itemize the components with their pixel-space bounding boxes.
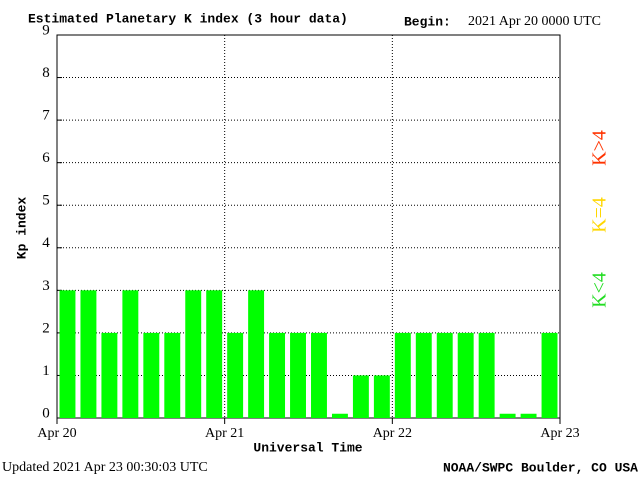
- bar: [457, 332, 474, 418]
- updated-text: Updated 2021 Apr 23 00:30:03 UTC: [2, 460, 208, 475]
- y-tick-label: 6: [42, 150, 50, 166]
- legend-entry: K=4: [589, 197, 611, 233]
- bar: [206, 290, 223, 418]
- begin-value: 2021 Apr 20 0000 UTC: [468, 14, 601, 29]
- credit-text: NOAA/SWPC Boulder, CO USA: [443, 460, 638, 475]
- bar: [248, 290, 265, 418]
- y-tick-label: 1: [42, 363, 50, 379]
- begin-label: Begin:: [404, 14, 451, 29]
- plot-frame: [56, 34, 561, 419]
- bar: [352, 375, 369, 418]
- bar: [143, 332, 160, 418]
- bar: [541, 332, 558, 418]
- x-tick-label: Apr 23: [540, 426, 579, 441]
- bar: [331, 413, 348, 418]
- bar: [436, 332, 453, 418]
- legend-entry: K<4: [589, 272, 611, 308]
- bar: [164, 332, 181, 418]
- bar: [80, 290, 97, 418]
- bar: [290, 332, 306, 418]
- bar: [520, 413, 537, 418]
- x-tick-label: Apr 20: [37, 426, 76, 441]
- bar: [122, 290, 139, 418]
- legend-entry: K>4: [589, 130, 611, 166]
- bar: [311, 332, 327, 418]
- bar: [269, 332, 286, 418]
- y-tick-label: 2: [42, 320, 50, 336]
- y-tick-label: 4: [42, 235, 50, 251]
- bar: [415, 332, 432, 418]
- chart-title: Estimated Planetary K index (3 hour data…: [28, 11, 348, 26]
- bar: [101, 332, 118, 418]
- y-tick-label: 3: [42, 278, 50, 294]
- bar: [478, 332, 495, 418]
- bar: [185, 290, 202, 418]
- x-tick-label: Apr 22: [373, 426, 412, 441]
- y-axis-label: Kp index: [14, 197, 29, 260]
- y-tick-label: 9: [42, 22, 50, 38]
- y-tick-label: 7: [42, 108, 50, 124]
- y-tick-label: 5: [42, 193, 50, 209]
- y-tick-label: 0: [42, 405, 50, 421]
- x-axis-label: Universal Time: [253, 440, 362, 455]
- bar: [394, 332, 411, 418]
- bar: [227, 332, 244, 418]
- bar: [373, 375, 390, 418]
- bar: [59, 290, 76, 418]
- y-tick-label: 8: [42, 65, 50, 81]
- x-tick-label: Apr 21: [205, 426, 244, 441]
- bar: [499, 413, 516, 418]
